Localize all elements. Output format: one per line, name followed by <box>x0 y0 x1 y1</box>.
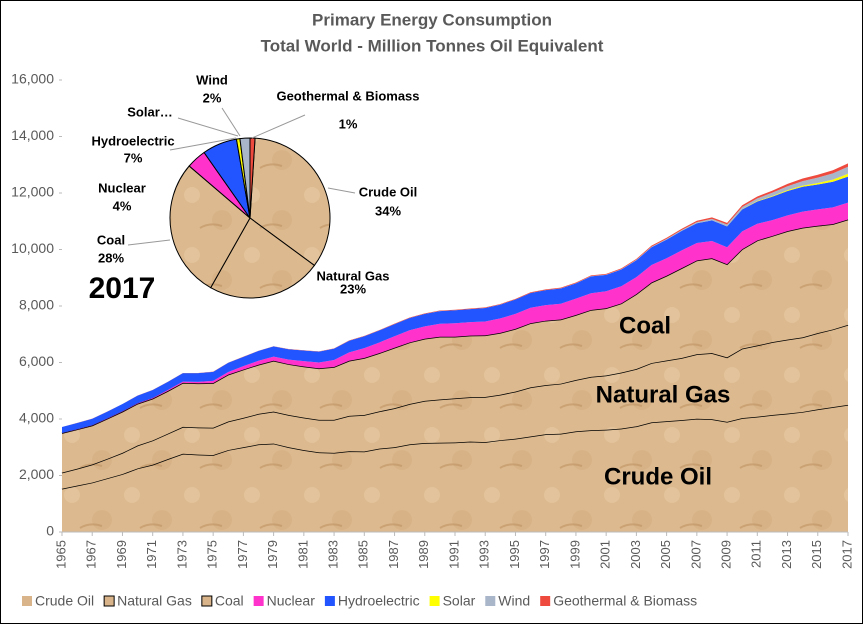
x-tick-label: 1977 <box>235 540 250 569</box>
pie-slice <box>169 165 251 289</box>
pie-label: Hydroelectric <box>91 133 174 148</box>
chart-subtitle: Total World - Million Tonnes Oil Equival… <box>261 36 604 55</box>
legend-label: Wind <box>498 593 530 609</box>
x-tick-label: 1989 <box>416 540 431 569</box>
x-tick-label: 1995 <box>507 540 522 569</box>
area <box>62 324 848 489</box>
y-tick-label: 16,000 <box>11 71 54 87</box>
x-tick-label: 2007 <box>688 540 703 569</box>
legend-label: Crude Oil <box>35 593 94 609</box>
area <box>62 176 848 433</box>
legend-swatch <box>22 596 32 606</box>
x-tick-label: 1983 <box>326 540 341 569</box>
pie-label: Crude Oil <box>359 184 418 199</box>
legend-label: Hydroelectric <box>338 593 420 609</box>
area-label: Natural Gas <box>596 381 731 408</box>
leader-line <box>169 137 237 151</box>
x-tick-label: 1973 <box>174 540 189 569</box>
pie-label: Natural Gas <box>317 268 390 283</box>
x-tick-label: 2005 <box>658 540 673 569</box>
x-tick-label: 1985 <box>356 540 371 569</box>
legend-label: Solar <box>443 593 476 609</box>
y-tick-label: 10,000 <box>11 240 54 256</box>
y-tick-label: 2,000 <box>19 466 54 482</box>
pie-value-label: 4% <box>113 198 132 213</box>
legend-label: Natural Gas <box>117 593 192 609</box>
pie-label: Solar… <box>127 104 173 119</box>
pie-value-label: 7% <box>124 150 143 165</box>
area-boundary <box>61 218 849 434</box>
area <box>62 202 848 434</box>
leader-line <box>251 114 306 139</box>
x-tick-label: 2009 <box>719 540 734 569</box>
x-tick-label: 2011 <box>749 540 764 568</box>
pie-label: Nuclear <box>98 180 146 195</box>
area <box>62 404 848 532</box>
pie-year: 2017 <box>89 272 156 305</box>
x-tick-label: 2015 <box>809 540 824 569</box>
leader-line <box>127 239 171 246</box>
pie-slice <box>249 137 331 267</box>
x-tick-label: 1965 <box>53 540 68 569</box>
pie-label: Wind <box>196 72 228 87</box>
legend-swatch <box>253 596 264 606</box>
legend-swatch <box>103 595 115 607</box>
x-tick-label: 1967 <box>84 540 99 569</box>
legend-label: Geothermal & Biomass <box>553 593 697 609</box>
legend-swatch <box>485 596 496 606</box>
y-tick-label: 6,000 <box>19 353 54 369</box>
x-tick-label: 1969 <box>114 540 129 569</box>
x-tick-label: 1999 <box>567 540 582 569</box>
legend-label: Nuclear <box>267 593 316 609</box>
pie-slice <box>210 217 316 299</box>
y-tick-label: 12,000 <box>11 184 54 200</box>
y-tick-label: 0 <box>46 523 54 539</box>
x-tick-label: 1971 <box>144 540 159 569</box>
y-tick-label: 14,000 <box>11 127 54 143</box>
pie-value-label: 28% <box>98 250 124 265</box>
pie-value-label: 2% <box>203 90 222 105</box>
y-tick-label: 4,000 <box>19 410 54 426</box>
pie-label: Coal <box>97 232 125 247</box>
legend-swatch <box>324 596 335 606</box>
x-tick-label: 1981 <box>295 540 310 569</box>
x-tick-label: 1991 <box>446 540 461 569</box>
chart-title: Primary Energy Consumption <box>312 10 552 29</box>
area-label: Crude Oil <box>604 463 712 490</box>
legend-label: Coal <box>215 593 244 609</box>
area-label: Coal <box>619 312 671 339</box>
pie-value-label: 34% <box>375 203 401 218</box>
legend-swatch <box>540 596 551 606</box>
pie-label: Geothermal & Biomass <box>276 88 419 103</box>
pie-value-label: 23% <box>340 281 366 296</box>
legend-swatch <box>201 595 213 607</box>
x-tick-label: 1987 <box>386 540 401 569</box>
x-tick-label: 2001 <box>598 540 613 569</box>
x-tick-label: 1979 <box>265 540 280 569</box>
x-tick-label: 1997 <box>537 540 552 569</box>
leader-line <box>221 107 241 137</box>
y-tick-label: 8,000 <box>19 297 54 313</box>
x-tick-label: 1975 <box>205 540 220 569</box>
x-tick-label: 1993 <box>477 540 492 569</box>
x-tick-label: 2003 <box>628 540 643 569</box>
x-tick-label: 2017 <box>839 540 854 569</box>
x-tick-label: 2013 <box>779 540 794 569</box>
legend-swatch <box>429 596 440 606</box>
leader-line <box>327 187 356 194</box>
pie-value-label: 1% <box>339 116 358 131</box>
leader-line <box>177 117 239 137</box>
